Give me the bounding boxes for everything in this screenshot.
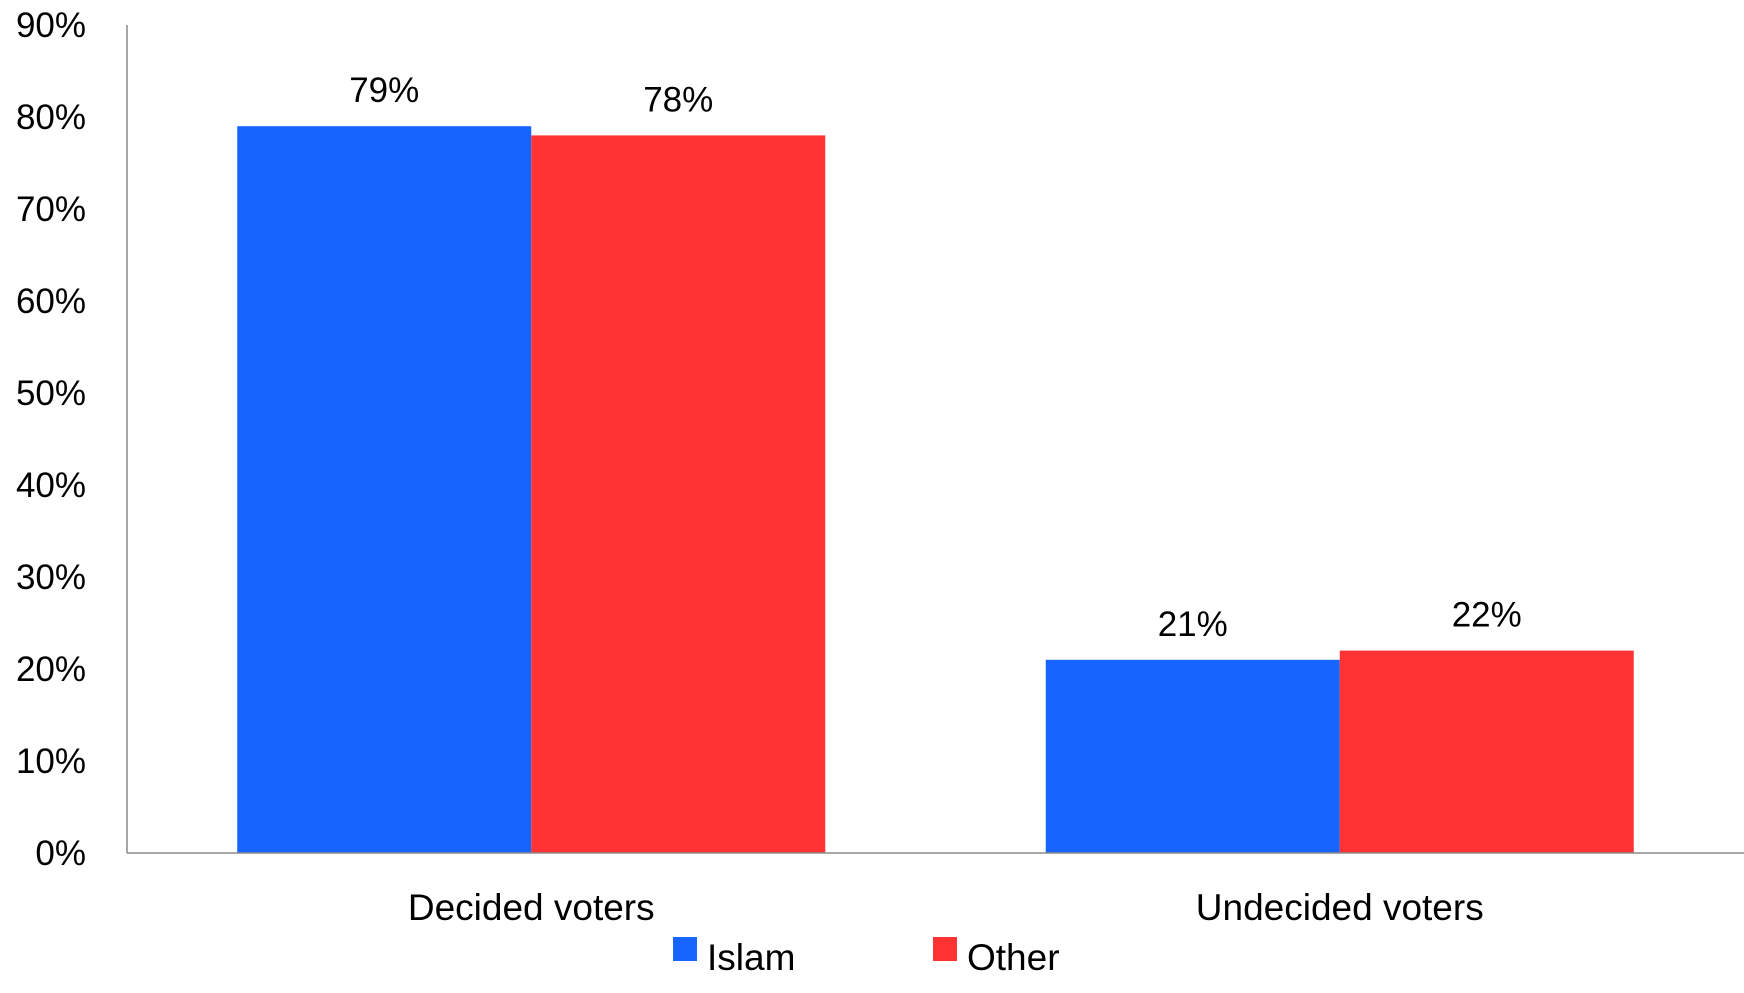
bars bbox=[237, 126, 1634, 853]
bar-other-2 bbox=[1339, 650, 1634, 853]
y-tick-label: 40% bbox=[16, 466, 86, 505]
y-tick-label: 70% bbox=[16, 190, 86, 229]
x-category-label: Undecided voters bbox=[1196, 887, 1484, 928]
y-tick-label: 20% bbox=[16, 650, 86, 689]
data-label-other-1: 78% bbox=[643, 80, 713, 119]
bar-other-1 bbox=[531, 135, 826, 853]
y-tick-label: 50% bbox=[16, 374, 86, 413]
x-category-label: Decided voters bbox=[408, 887, 655, 928]
bar-islam-2 bbox=[1045, 659, 1340, 853]
legend-label-other: Other bbox=[967, 937, 1060, 978]
data-label-islam-1: 79% bbox=[349, 71, 419, 110]
legend-swatch-islam bbox=[673, 937, 697, 961]
legend-label-islam: Islam bbox=[707, 937, 795, 978]
y-tick-label: 90% bbox=[16, 6, 86, 45]
y-tick-label: 30% bbox=[16, 558, 86, 597]
y-tick-label: 10% bbox=[16, 742, 86, 781]
y-tick-label: 60% bbox=[16, 282, 86, 321]
y-tick-label: 80% bbox=[16, 98, 86, 137]
y-axis: 0% 10% 20% 30% 40% 50% 60% 70% 80% 90% bbox=[16, 6, 128, 873]
data-label-islam-2: 21% bbox=[1158, 605, 1228, 644]
y-tick-label: 0% bbox=[35, 834, 86, 873]
x-axis: Decided voters Undecided voters bbox=[127, 852, 1744, 928]
legend-swatch-other bbox=[933, 937, 957, 961]
data-labels: 79% 78% 21% 22% bbox=[349, 71, 1522, 644]
data-label-other-2: 22% bbox=[1452, 596, 1522, 635]
legend: Islam Other bbox=[673, 937, 1060, 978]
bar-islam-1 bbox=[237, 126, 532, 853]
